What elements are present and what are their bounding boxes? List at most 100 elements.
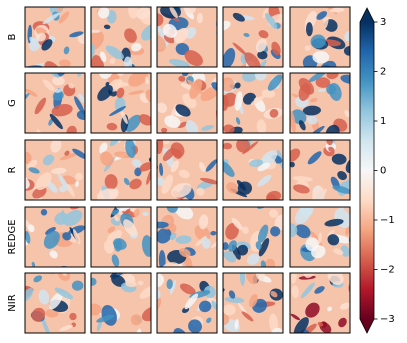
texture-blob: [169, 7, 178, 19]
texture-blob: [179, 283, 196, 295]
heatmap-image: [290, 207, 350, 267]
texture-blob: [157, 227, 172, 244]
texture-blob: [327, 229, 335, 238]
texture-blob: [329, 7, 345, 13]
cell-frame: [289, 272, 351, 334]
texture-blob: [59, 324, 73, 331]
heatmap-cell: [24, 206, 86, 268]
heatmap-image: [290, 73, 350, 133]
texture-blob: [241, 311, 254, 322]
texture-blob: [337, 207, 346, 211]
texture-blob: [44, 61, 61, 67]
texture-blob: [327, 273, 344, 286]
texture-blob: [91, 303, 102, 316]
texture-blob: [41, 317, 51, 333]
colorbar-tick-label: 2: [380, 67, 386, 78]
texture-blob: [54, 287, 74, 300]
texture-blob: [223, 242, 229, 251]
texture-blob: [324, 16, 329, 29]
texture-blob: [305, 22, 313, 37]
heatmap-image: [223, 7, 283, 67]
texture-blob: [309, 98, 318, 103]
texture-blob: [43, 230, 60, 249]
texture-blob: [298, 77, 315, 95]
heatmap-cell: [156, 139, 218, 201]
heatmap-image: [290, 273, 350, 333]
texture-blob: [266, 190, 282, 200]
texture-blob: [148, 157, 151, 163]
texture-blob: [231, 218, 243, 230]
texture-blob: [161, 174, 174, 194]
heatmap-image: [290, 140, 350, 200]
heatmap-image: [25, 207, 85, 267]
texture-blob: [175, 207, 194, 220]
heatmap-cell: [24, 139, 86, 201]
texture-blob: [36, 32, 46, 42]
heatmap-cell: [222, 72, 284, 134]
texture-blob: [199, 300, 212, 313]
texture-blob: [57, 173, 70, 192]
texture-blob: [223, 77, 235, 92]
texture-blob: [49, 113, 63, 130]
texture-blob: [125, 140, 136, 158]
texture-blob: [105, 45, 124, 60]
heatmap-image: [157, 207, 217, 267]
texture-blob: [317, 88, 326, 92]
cell-frame: [289, 6, 351, 68]
texture-blob: [164, 115, 181, 128]
texture-blob: [103, 240, 115, 254]
heatmap-image: [157, 273, 217, 333]
texture-blob: [178, 169, 190, 179]
heatmap-cell: [289, 206, 351, 268]
texture-blob: [54, 88, 63, 93]
texture-blob: [114, 207, 131, 212]
texture-blob: [226, 182, 239, 194]
texture-blob: [25, 151, 32, 165]
texture-blob: [131, 159, 142, 168]
texture-blob: [210, 239, 217, 249]
texture-blob: [316, 11, 328, 20]
texture-blob: [111, 254, 120, 267]
texture-blob: [300, 282, 315, 299]
cell-frame: [90, 272, 152, 334]
texture-blob: [161, 127, 168, 133]
heatmap-cell: [289, 272, 351, 334]
texture-blob: [271, 41, 281, 56]
texture-blob: [293, 317, 309, 333]
colorbar: [360, 22, 374, 319]
texture-blob: [42, 154, 55, 166]
texture-blob: [256, 119, 267, 133]
texture-blob: [332, 185, 350, 194]
texture-blob: [105, 81, 110, 87]
texture-blob: [211, 300, 217, 310]
cell-frame: [156, 72, 218, 134]
texture-blob: [33, 275, 43, 283]
texture-blob: [125, 114, 141, 132]
texture-blob: [257, 174, 272, 187]
texture-blob: [28, 167, 40, 174]
texture-blob: [32, 186, 47, 199]
texture-blob: [338, 317, 347, 328]
colorbar-tick-label: −3: [380, 314, 395, 325]
texture-blob: [258, 237, 270, 257]
colorbar-extend-top: [360, 8, 374, 22]
texture-blob: [125, 280, 137, 288]
texture-blob: [91, 277, 97, 286]
texture-blob: [255, 38, 267, 53]
texture-blob: [260, 260, 267, 267]
texture-blob: [290, 313, 301, 321]
texture-blob: [157, 221, 169, 229]
texture-blob: [315, 77, 331, 88]
texture-blob: [25, 287, 34, 302]
texture-blob: [71, 280, 84, 291]
texture-blob: [29, 36, 37, 46]
heatmap-image: [223, 73, 283, 133]
texture-blob: [170, 142, 185, 158]
cell-frame: [222, 139, 284, 201]
texture-blob: [99, 73, 113, 79]
texture-blob: [159, 162, 164, 177]
texture-blob: [58, 185, 67, 193]
texture-blob: [62, 232, 72, 241]
texture-blob: [234, 91, 243, 111]
texture-blob: [290, 223, 298, 238]
